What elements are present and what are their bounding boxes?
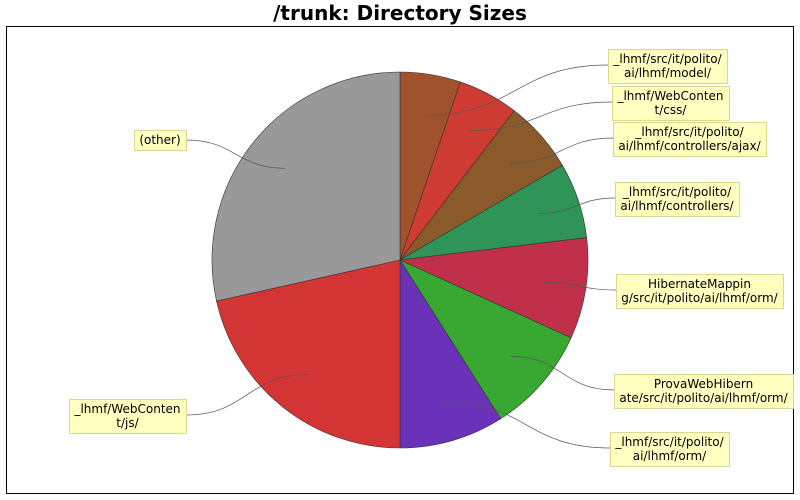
slice-label-box	[615, 182, 740, 217]
slice-label-text: t/js/	[116, 416, 139, 430]
label-connector	[544, 282, 617, 291]
slice-label-text: g/src/it/polito/ai/lhmf/orm/	[621, 291, 778, 305]
slice-label-text: HibernateMappin	[648, 277, 751, 291]
label-connector	[509, 137, 614, 164]
chart-title: /trunk: Directory Sizes	[273, 1, 527, 25]
slice-label-text: (other)	[139, 133, 180, 147]
slice-label-text: ate/src/it/polito/ai/lhmf/orm/	[619, 391, 788, 405]
slice-label: HibernateMapping/src/it/polito/ai/lhmf/o…	[616, 274, 784, 309]
slice-label-text: _lhmf/src/it/polito/	[634, 125, 744, 139]
pie-slices	[211, 71, 589, 449]
slice-label: ProvaWebHibernate/src/it/polito/ai/lhmf/…	[614, 374, 794, 409]
slice-label-text: ai/lhmf/controllers/	[620, 199, 734, 213]
slice-label-text: _lhmf/WebConten	[616, 89, 723, 103]
slice-label-box	[614, 374, 794, 409]
label-connector	[185, 139, 286, 169]
pie-slice	[399, 259, 572, 420]
label-connector	[185, 374, 309, 416]
slice-label-text: _lhmf/src/it/polito/	[612, 52, 722, 66]
label-connectors	[185, 64, 617, 449]
slice-label-text: ai/lhmf/controllers/ajax/	[618, 139, 761, 153]
slice-label-box	[69, 399, 187, 434]
slice-label-text: ProvaWebHibern	[654, 377, 753, 391]
slice-label-box	[616, 274, 784, 309]
slice-label: _lhmf/src/it/polito/ai/lhmf/controllers/	[615, 182, 740, 217]
pie-slice	[216, 259, 401, 449]
label-connector	[539, 197, 616, 214]
slice-label-text: ai/lhmf/orm/	[633, 449, 707, 463]
slice-label-box	[608, 49, 728, 84]
slice-label-text: ai/lhmf/model/	[624, 66, 712, 80]
pie-slice	[399, 258, 502, 449]
label-connector	[510, 355, 615, 391]
slice-label-box	[134, 130, 187, 151]
slice-label-box	[613, 122, 767, 157]
label-connector	[440, 400, 611, 449]
pie-slice	[211, 71, 401, 302]
slice-label: (other)	[134, 130, 187, 151]
slice-label-text: t/css/	[655, 103, 688, 117]
slice-label-box	[612, 86, 730, 121]
pie-slice	[398, 237, 589, 339]
slice-label: _lhmf/src/it/polito/ai/lhmf/controllers/…	[613, 122, 767, 157]
slice-label-text: _lhmf/src/it/polito/	[614, 435, 724, 449]
slice-label: _lhmf/src/it/polito/ai/lhmf/model/	[608, 49, 728, 84]
slice-label-text: _lhmf/WebConten	[73, 402, 180, 416]
slice-label: _lhmf/src/it/polito/ai/lhmf/orm/	[610, 432, 730, 467]
slice-label-box	[610, 432, 730, 467]
slice-labels: _lhmf/src/it/polito/ai/lhmf/model/_lhmf/…	[69, 49, 794, 467]
label-connector	[423, 64, 609, 116]
slice-label-text: _lhmf/src/it/polito/	[622, 185, 732, 199]
label-connector	[469, 101, 613, 131]
